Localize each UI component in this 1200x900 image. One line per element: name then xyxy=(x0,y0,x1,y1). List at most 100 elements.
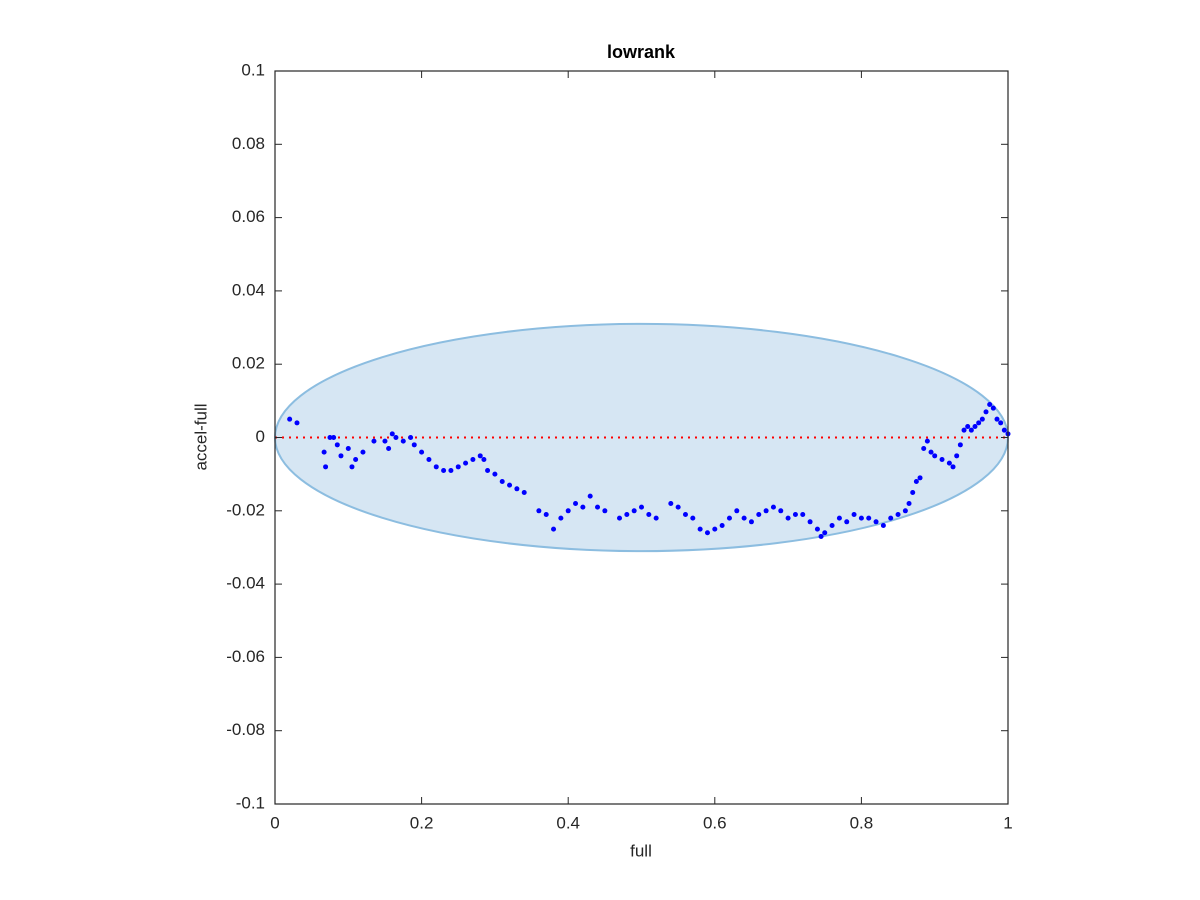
point xyxy=(968,427,974,433)
point xyxy=(580,504,586,510)
point xyxy=(587,493,593,499)
point xyxy=(463,460,469,466)
point xyxy=(573,500,579,506)
point xyxy=(565,508,571,514)
point xyxy=(682,511,688,517)
point xyxy=(639,504,644,510)
y-tick-label: -0.04 xyxy=(226,574,265,593)
point xyxy=(913,478,919,484)
x-tick-label: 0 xyxy=(270,813,279,832)
point xyxy=(726,515,732,521)
point xyxy=(408,435,414,440)
point xyxy=(734,508,740,514)
point xyxy=(704,530,710,536)
y-tick-label: 0 xyxy=(256,427,265,446)
point xyxy=(756,511,762,517)
point xyxy=(814,526,820,532)
point xyxy=(631,508,637,514)
point xyxy=(888,515,894,521)
point xyxy=(389,431,395,437)
point xyxy=(521,489,527,495)
point xyxy=(778,508,784,514)
x-tick-label: 0.6 xyxy=(703,813,727,832)
point xyxy=(829,522,835,528)
point xyxy=(543,511,549,517)
point xyxy=(321,449,327,455)
plot-frame xyxy=(274,70,1009,805)
point xyxy=(946,460,952,466)
point xyxy=(910,489,916,495)
point xyxy=(617,515,623,521)
point xyxy=(712,526,718,532)
point xyxy=(961,427,967,433)
point xyxy=(668,500,674,506)
point xyxy=(763,508,769,514)
point xyxy=(822,530,828,536)
point xyxy=(998,420,1004,426)
point xyxy=(880,522,886,528)
y-tick-label: -0.06 xyxy=(226,647,265,666)
point xyxy=(866,515,872,521)
point xyxy=(906,500,912,506)
point xyxy=(921,445,927,451)
point xyxy=(987,402,993,408)
point xyxy=(902,508,908,514)
point xyxy=(400,438,406,444)
point xyxy=(770,504,776,510)
point xyxy=(675,504,681,510)
point xyxy=(507,482,513,488)
point xyxy=(492,471,498,477)
point xyxy=(345,445,351,451)
y-tick-label: 0.04 xyxy=(232,280,265,299)
point xyxy=(979,416,985,422)
point xyxy=(1001,427,1007,433)
point xyxy=(334,442,340,448)
point xyxy=(818,533,824,539)
y-tick-label: 0.06 xyxy=(232,207,265,226)
point xyxy=(485,467,491,473)
point xyxy=(976,420,982,426)
y-tick-label: -0.02 xyxy=(226,500,265,519)
point xyxy=(455,464,461,470)
x-tick-label: 0.4 xyxy=(556,813,580,832)
point xyxy=(792,511,798,517)
point xyxy=(851,511,857,517)
point xyxy=(323,464,329,470)
point xyxy=(448,467,454,473)
point xyxy=(939,456,945,462)
point xyxy=(928,449,934,455)
point xyxy=(748,519,754,525)
point xyxy=(433,464,439,470)
point xyxy=(990,405,996,411)
point xyxy=(932,453,938,459)
point xyxy=(327,435,333,440)
chart-title: lowrank xyxy=(607,42,676,62)
y-tick-label: -0.1 xyxy=(236,793,265,812)
point xyxy=(785,515,791,521)
x-tick-label: 0.8 xyxy=(850,813,874,832)
point xyxy=(690,515,696,521)
point xyxy=(338,453,344,459)
point xyxy=(844,519,850,525)
point xyxy=(807,519,813,525)
point xyxy=(595,504,601,510)
x-axis-label: full xyxy=(630,841,652,860)
point xyxy=(477,453,483,459)
point xyxy=(426,456,432,462)
x-tick-label: 1 xyxy=(1003,813,1012,832)
point xyxy=(950,464,956,470)
point xyxy=(470,456,476,462)
point xyxy=(965,424,971,430)
point xyxy=(917,475,923,481)
point xyxy=(499,478,505,484)
point xyxy=(800,511,806,517)
point xyxy=(994,416,1000,422)
point xyxy=(536,508,542,514)
point xyxy=(411,442,417,448)
point xyxy=(331,435,337,440)
point xyxy=(954,453,960,459)
point xyxy=(287,416,293,422)
point xyxy=(895,511,901,517)
y-tick-label: -0.08 xyxy=(226,720,265,739)
